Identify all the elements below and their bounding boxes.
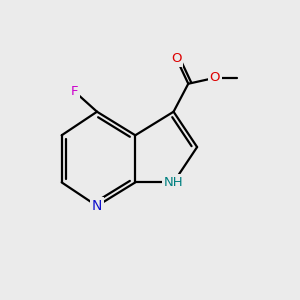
Text: N: N [92, 199, 102, 213]
Text: O: O [209, 71, 220, 84]
Text: NH: NH [164, 176, 183, 189]
Text: F: F [71, 85, 79, 98]
Text: O: O [171, 52, 182, 65]
